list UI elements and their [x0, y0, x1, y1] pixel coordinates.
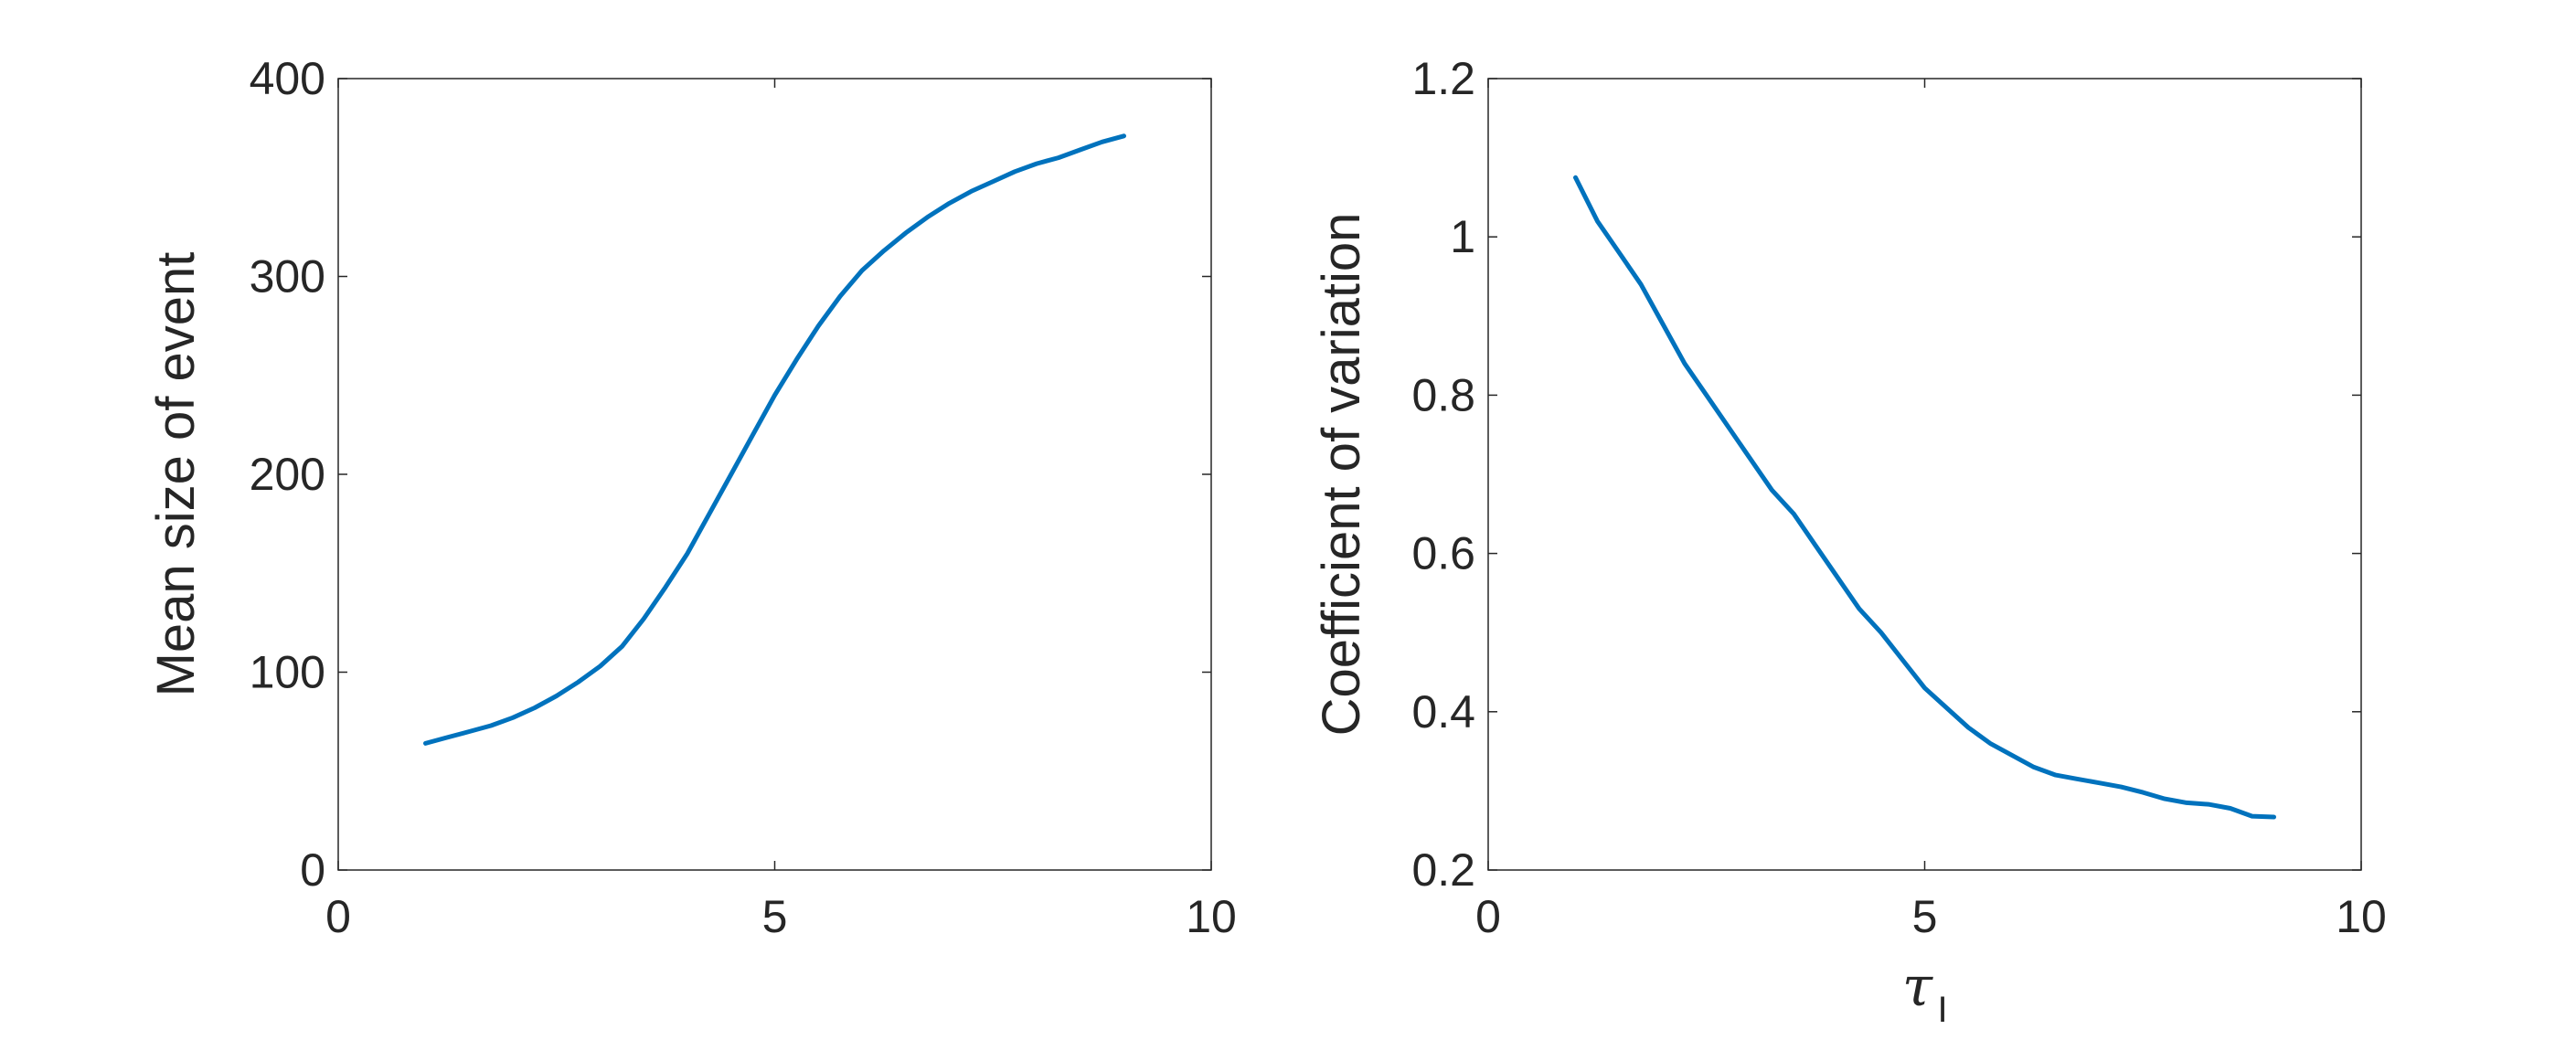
panel-2-y-tick-label: 0.8	[1411, 369, 1475, 420]
panel-2-y-tick-label: 0.4	[1411, 686, 1475, 738]
panel-1-axes-box	[337, 78, 1212, 871]
panel-2-chart: 0 5 10 0.2 0.4 0.6 0.8 1 1.2 Coefficient of varia…	[1312, 53, 2387, 1030]
panel-2-x-tick-label: 10	[2336, 891, 2387, 942]
panel-1-x-tick-label: 5	[762, 891, 788, 942]
panel-1-series-line	[423, 133, 1126, 746]
panel-2-x-tick-label: 0	[1475, 891, 1501, 942]
panel-1-y-tick-label: 100	[250, 647, 325, 698]
panel-1-x-tick-label: 10	[1186, 891, 1237, 942]
panel-1-y-tick-label: 300	[250, 251, 325, 302]
panel-1-x-tick-label: 0	[325, 891, 351, 942]
panel-1-y-tick-label: 200	[250, 449, 325, 500]
panel-2-y-tick-label: 1.2	[1411, 53, 1475, 104]
panel-2-y-tick-label: 0.6	[1411, 528, 1475, 579]
panel-1-y-tick-label: 0	[300, 844, 325, 896]
panel-1-y-tick-label: 400	[250, 53, 325, 104]
panel-2-y-tick-label: 0.2	[1411, 844, 1475, 896]
panel-2-x-tick-label: 5	[1912, 891, 1938, 942]
panel-2-x-axis-label: τ	[1902, 955, 1933, 1019]
panel-2-x-axis-label-subscript: I	[1938, 990, 1948, 1030]
panel-2-y-axis-label: Coefficient of variation	[1312, 213, 1371, 737]
panel-2-axes-box	[1487, 78, 2362, 871]
panel-1-y-axis-label: Mean size of event	[146, 252, 206, 697]
panel-2-series-line	[1573, 175, 2276, 820]
panel-2-y-tick-label: 1	[1450, 211, 1475, 262]
